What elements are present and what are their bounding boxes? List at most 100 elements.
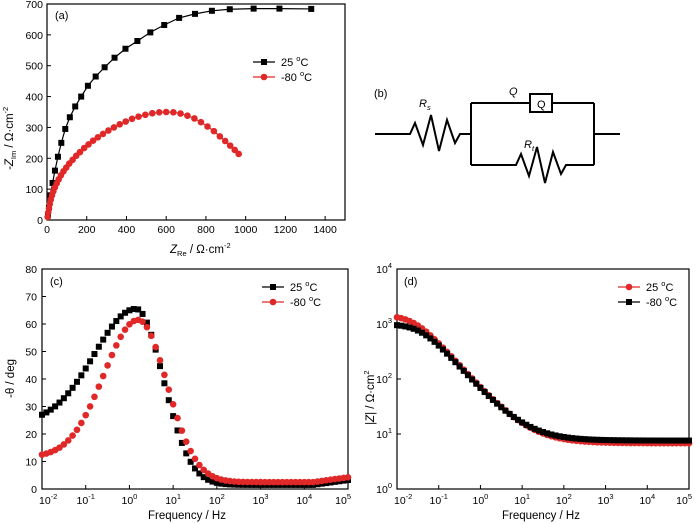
data-point-d-1	[485, 393, 492, 400]
data-point-c-0	[200, 474, 207, 481]
data-point-c-0	[196, 470, 203, 477]
data-point-c-0	[130, 306, 137, 313]
data-point-d-1	[402, 323, 409, 330]
data-point-d-1	[544, 430, 551, 437]
x-tick-label-c-3: 101	[165, 492, 181, 507]
data-point-c-1	[161, 371, 168, 379]
data-point-c-1	[143, 323, 151, 331]
data-point-a-1	[184, 112, 191, 120]
data-point-c-0	[205, 476, 212, 483]
data-point-d-1	[419, 329, 426, 336]
data-point-d-1	[627, 437, 634, 444]
legend-a-marker-0	[261, 59, 267, 65]
data-point-c-1	[95, 383, 103, 390]
data-point-a-1	[94, 134, 102, 141]
data-point-a-1	[191, 115, 198, 122]
data-point-d-1	[439, 346, 446, 353]
data-point-a-0	[84, 82, 91, 89]
data-point-c-1	[156, 357, 164, 364]
y-tick-label-d-1: 101	[376, 426, 392, 441]
data-point-a-0	[51, 167, 58, 174]
data-point-c-0	[165, 397, 172, 404]
data-point-d-1	[510, 413, 517, 420]
data-point-c-1	[82, 411, 90, 419]
data-point-d-1	[669, 437, 676, 444]
y-tick-label-a-6: 600	[25, 30, 43, 42]
x-tick-label-a-4: 800	[197, 224, 215, 236]
data-point-c-1	[139, 318, 146, 326]
data-point-d-1	[423, 332, 430, 339]
data-point-a-0	[147, 29, 154, 36]
data-point-c-0	[183, 450, 190, 457]
data-point-d-1	[498, 404, 505, 411]
rs-label: Rs	[419, 98, 431, 112]
data-point-c-0	[187, 458, 194, 465]
y-tick-label-a-3: 300	[25, 122, 43, 134]
data-point-c-1	[113, 342, 120, 349]
x-tick-label-a-1: 200	[78, 224, 96, 236]
data-point-d-1	[519, 419, 526, 426]
data-point-c-0	[108, 323, 115, 330]
data-point-d-1	[502, 407, 509, 414]
y-tick-label-c-8: 80	[25, 264, 37, 276]
x-tick-label-d-3: 101	[514, 492, 530, 507]
data-point-a-0	[226, 6, 233, 13]
x-tick-label-d-7: 105	[676, 492, 692, 507]
y-tick-label-a-5: 500	[25, 61, 43, 73]
data-point-c-0	[161, 380, 168, 387]
data-point-c-1	[169, 400, 177, 408]
x-tick-label-a-5: 1000	[234, 224, 258, 236]
data-point-d-1	[573, 435, 580, 442]
data-point-d-1	[394, 322, 400, 329]
data-point-d-1	[494, 400, 501, 407]
data-point-d-1	[469, 376, 476, 383]
data-point-c-0	[126, 307, 133, 314]
x-tick-label-c-0: 10-2	[39, 492, 57, 507]
data-point-c-0	[43, 409, 50, 416]
data-point-d-1	[590, 436, 597, 443]
legend-a-marker-1	[260, 73, 268, 81]
data-point-a-0	[66, 114, 73, 121]
data-point-c-1	[73, 426, 81, 434]
data-point-d-1	[414, 327, 421, 334]
x-tick-label-c-4: 102	[209, 492, 225, 507]
data-point-c-1	[182, 438, 190, 445]
legend-a-label-0: 25 oC	[281, 54, 308, 69]
data-point-a-0	[308, 5, 315, 12]
data-point-a-1	[128, 115, 136, 123]
y-tick-label-c-5: 50	[25, 347, 37, 359]
data-point-c-0	[69, 384, 76, 391]
y-axis-label-d: |Z| / Ω·cm2	[362, 370, 377, 425]
data-point-a-0	[134, 38, 141, 45]
data-point-a-0	[72, 103, 79, 110]
x-tick-label-a-3: 600	[157, 224, 175, 236]
x-tick-label-a-6: 1200	[274, 224, 298, 236]
data-point-c-0	[87, 358, 94, 365]
data-point-c-1	[121, 326, 129, 333]
x-tick-label-a-2: 400	[118, 224, 136, 236]
data-point-a-1	[210, 127, 218, 135]
data-point-a-1	[85, 141, 92, 148]
data-point-a-1	[89, 137, 97, 144]
data-point-c-0	[60, 395, 67, 402]
data-point-d-1	[598, 436, 605, 443]
panel-label-b: (b)	[374, 88, 387, 100]
data-point-c-1	[99, 372, 107, 380]
data-point-d-1	[569, 435, 576, 442]
data-point-c-1	[60, 441, 68, 448]
legend-c-marker-0	[270, 284, 276, 290]
data-point-d-1	[652, 437, 659, 444]
data-point-c-1	[178, 427, 186, 434]
y-tick-label-d-4: 104	[376, 261, 392, 276]
data-point-a-1	[142, 111, 149, 119]
x-tick-label-a-7: 1400	[313, 224, 337, 236]
legend-a-label-1: -80 oC	[281, 69, 312, 84]
data-point-d-1	[444, 350, 451, 357]
legend-c-marker-1	[269, 298, 277, 306]
data-point-a-0	[78, 93, 85, 100]
data-point-c-0	[78, 372, 85, 379]
data-point-d-1	[489, 396, 496, 403]
data-point-d-1	[606, 437, 613, 444]
y-tick-label-a-2: 200	[25, 153, 43, 165]
